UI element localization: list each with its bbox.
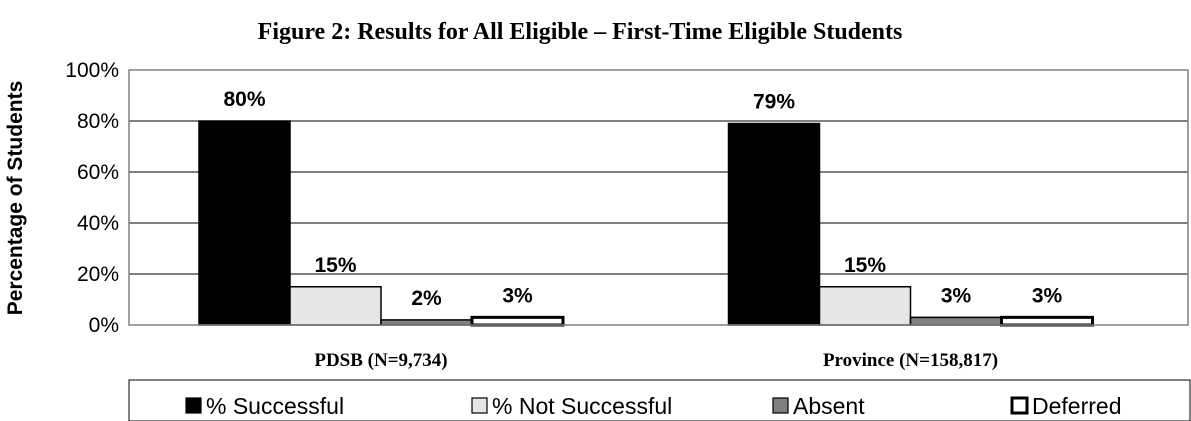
legend-swatch — [772, 397, 789, 414]
plot-area-frame — [128, 69, 1189, 326]
legend-label: Deferred — [1032, 393, 1121, 419]
legend-swatch — [1010, 396, 1029, 415]
y-tick-label: 40% — [77, 212, 119, 235]
bar-not-successful — [289, 286, 382, 326]
data-label: 15% — [844, 254, 886, 277]
bar-absent — [909, 316, 1003, 326]
bar-deferred — [1000, 315, 1094, 327]
data-label: 3% — [941, 284, 972, 307]
x-category-label: Province (N=158,817) — [823, 350, 998, 371]
data-labels: 80% 15% 2% 3% 79% 15% 3% 3% — [223, 88, 1062, 310]
y-tick-label: 80% — [77, 110, 119, 133]
bar-not-successful — [818, 286, 912, 326]
legend-label: Absent — [793, 393, 865, 419]
legend-label: % Not Successful — [492, 393, 672, 419]
gridlines — [129, 120, 1188, 275]
data-label: 3% — [502, 284, 533, 307]
bar-deferred — [470, 315, 565, 327]
bar-absent — [380, 319, 473, 326]
y-tick-label: 0% — [89, 314, 119, 337]
y-axis-label: Percentage of Students — [4, 81, 27, 316]
chart-title: Figure 2: Results for All Eligible – Fir… — [258, 19, 903, 45]
bar-successful — [727, 122, 821, 326]
data-label: 3% — [1032, 284, 1063, 307]
legend-swatch — [471, 397, 488, 414]
legend-label: % Successful — [206, 393, 344, 419]
data-label: 15% — [314, 254, 356, 277]
y-tick-label: 20% — [77, 263, 119, 286]
x-category-label: PDSB (N=9,734) — [314, 350, 447, 371]
y-tick-label: 60% — [77, 161, 119, 184]
data-label: 80% — [223, 88, 265, 111]
x-axis-categories: PDSB (N=9,734) Province (N=158,817) — [314, 350, 998, 371]
legend-swatch — [185, 397, 202, 414]
data-label: 79% — [753, 91, 795, 114]
data-label: 2% — [411, 287, 442, 310]
legend: % Successful % Not Successful Absent Deferr… — [128, 379, 1191, 421]
y-tick-label: 100% — [65, 59, 119, 82]
y-axis-ticks: 0% 20% 40% 60% 80% 100% — [65, 59, 119, 337]
bar-successful — [198, 120, 291, 326]
